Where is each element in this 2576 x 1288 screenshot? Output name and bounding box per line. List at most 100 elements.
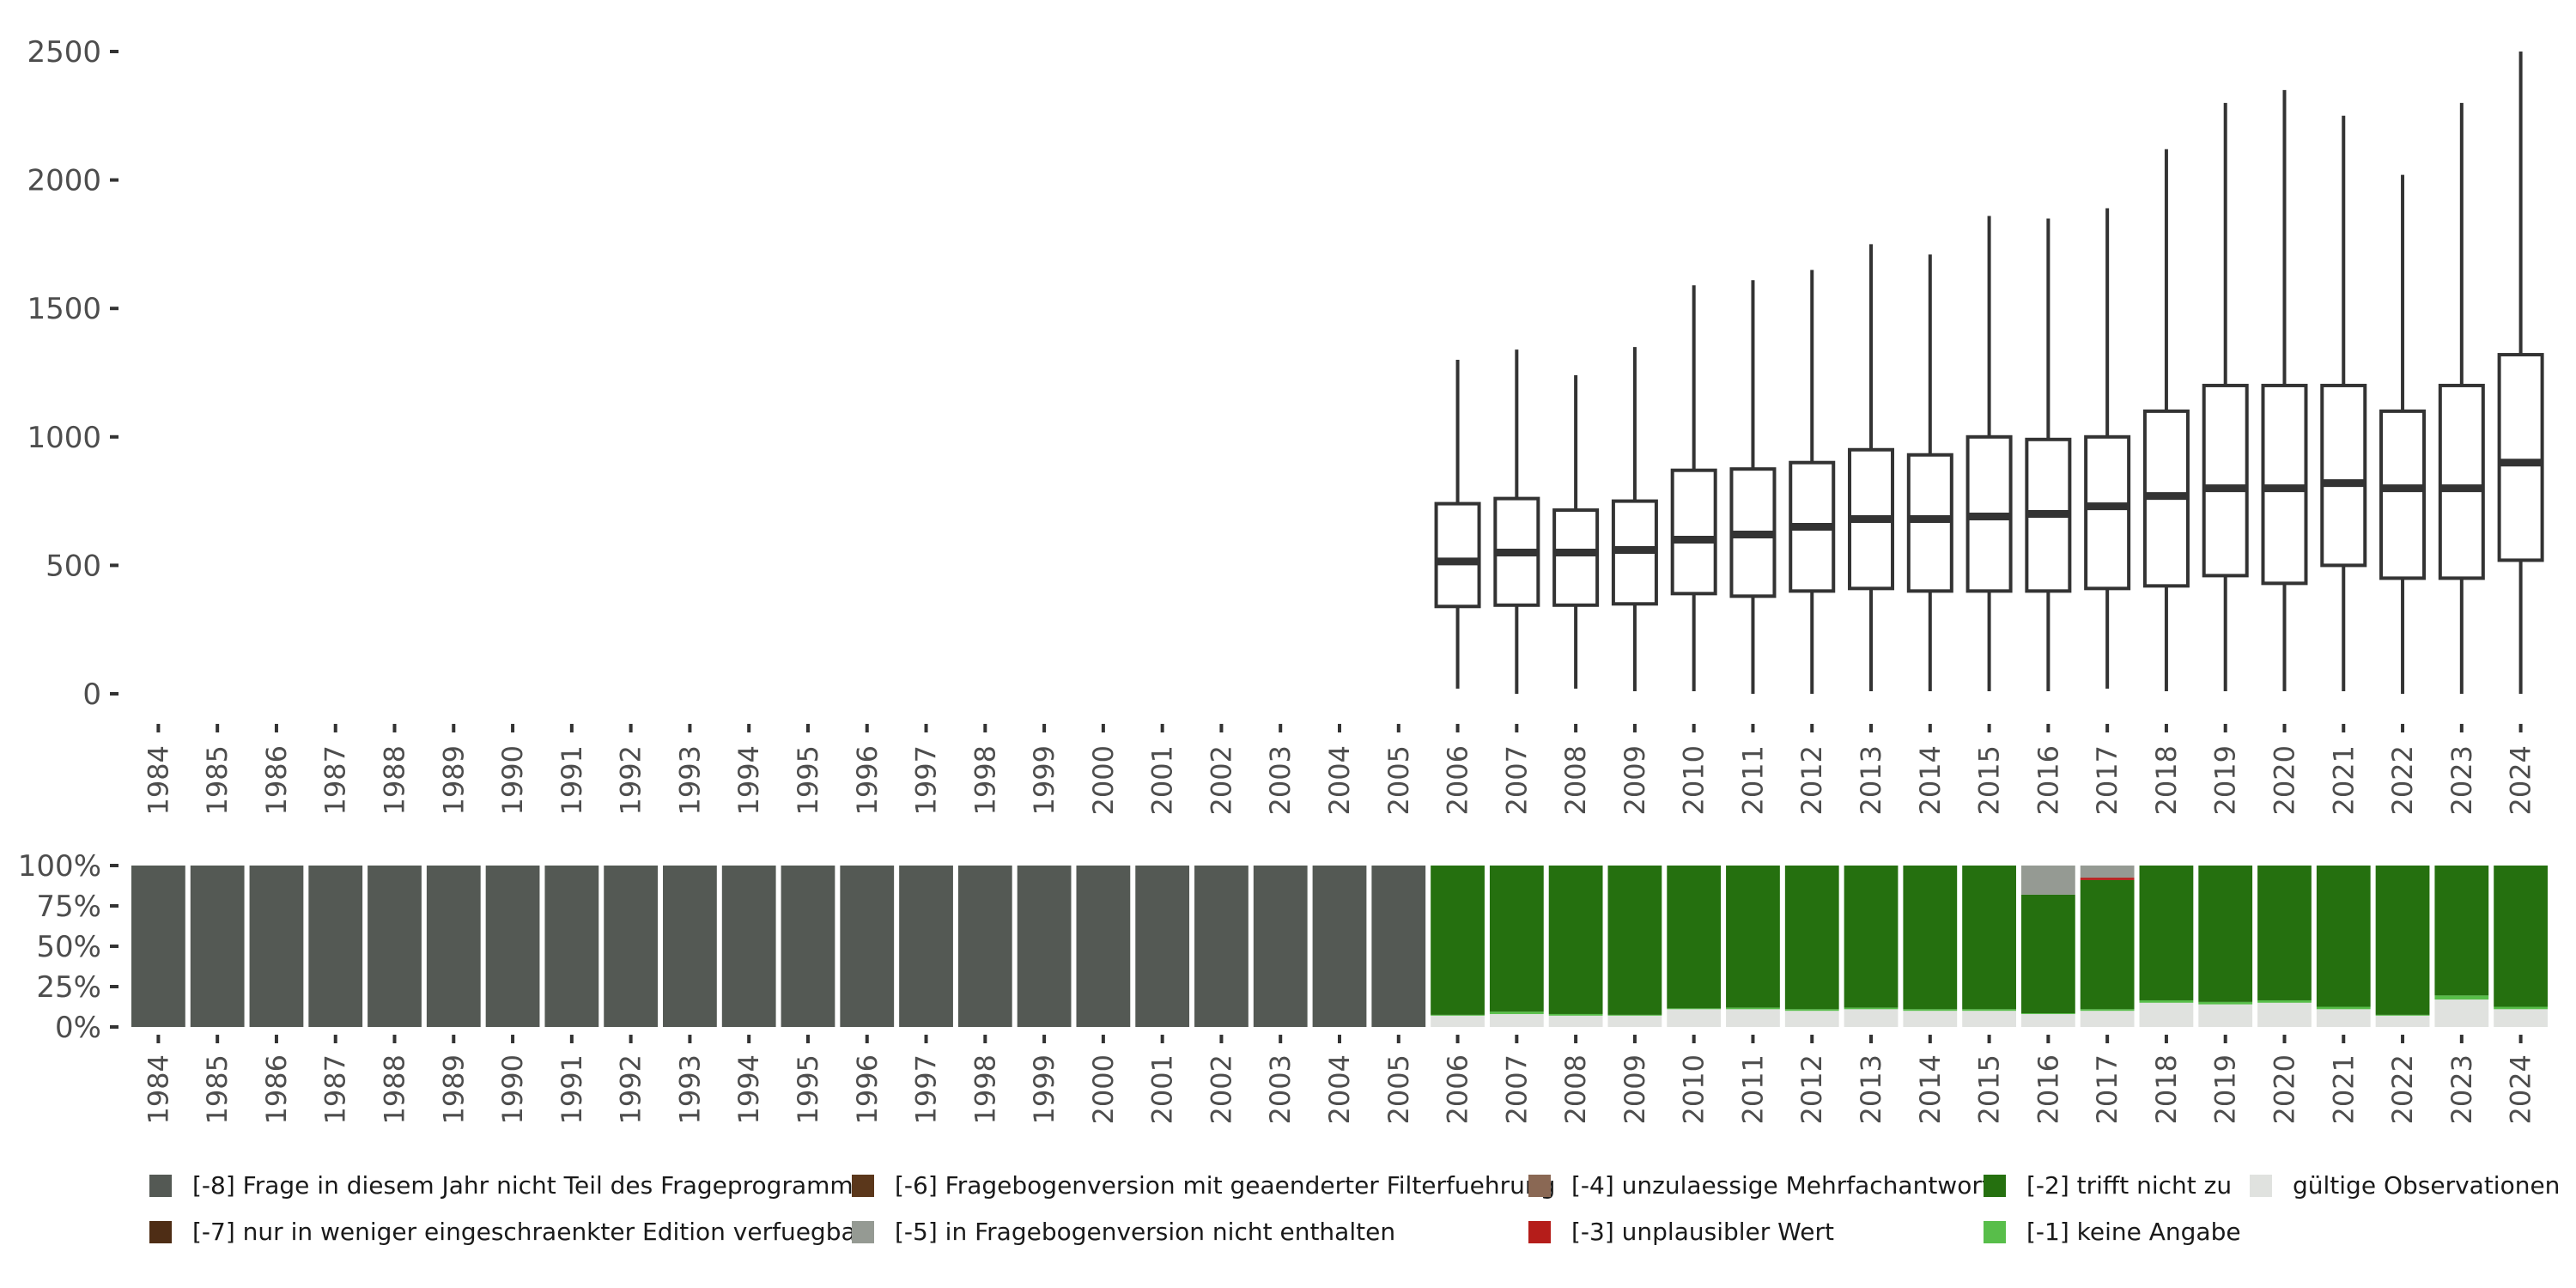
bar-segment-m2 — [1726, 866, 1780, 1008]
iqr-box — [2202, 383, 2249, 578]
legend-label: [-3] unplausibler Wert — [1571, 1218, 1834, 1246]
x-tick-label: 1985 — [201, 1054, 234, 1124]
bar-segment-valid — [2375, 1015, 2430, 1027]
box-2006 — [1434, 360, 1481, 690]
legend-swatch — [2250, 1174, 2272, 1197]
x-tick-label: 1991 — [556, 1054, 588, 1124]
x-tick-label: 1998 — [969, 1054, 1001, 1124]
x-tick-label: 1991 — [556, 745, 588, 815]
legend-swatch — [1528, 1220, 1551, 1243]
box-2014 — [1906, 254, 1953, 692]
bar-2019 — [2198, 866, 2253, 1027]
box-2021 — [2320, 115, 2367, 692]
y-tick-label: 25% — [36, 970, 101, 1005]
box-2016 — [2025, 218, 2072, 692]
x-tick-label: 1987 — [319, 745, 352, 815]
x-tick-label: 1984 — [142, 745, 174, 815]
box-2018 — [2142, 149, 2190, 692]
x-tick-label: 2015 — [1973, 745, 2006, 815]
x-tick-label: 1990 — [496, 745, 529, 815]
box-2020 — [2261, 89, 2308, 692]
x-tick-label: 2018 — [2150, 745, 2183, 815]
x-tick-label: 2016 — [2032, 1054, 2064, 1124]
box-2009 — [1611, 347, 1658, 692]
bar-segment-m1 — [2198, 1001, 2253, 1005]
bar-segment-m5 — [2080, 866, 2135, 878]
legend-item: [-8] Frage in diesem Jahr nicht Teil des… — [149, 1171, 866, 1200]
bar-segment-m8 — [604, 866, 659, 1027]
bar-1987 — [308, 866, 363, 1027]
legend-item: [-5] in Fragebogenversion nicht enthalte… — [852, 1218, 1395, 1246]
x-tick-label: 2022 — [2386, 745, 2419, 815]
bar-segment-m8 — [899, 866, 953, 1027]
bar-segment-m2 — [2080, 879, 2135, 1010]
bar-segment-m1 — [1962, 1009, 2016, 1012]
bar-1995 — [781, 866, 835, 1027]
bar-segment-m2 — [2020, 894, 2075, 1014]
legend-swatch — [852, 1174, 874, 1197]
bar-segment-m8 — [368, 866, 422, 1027]
bar-1998 — [957, 866, 1012, 1027]
bar-2012 — [1784, 866, 1839, 1027]
legend-item: [-4] unzulaessige Mehrfachantwort — [1528, 1171, 1991, 1200]
y-tick-label: 500 — [46, 549, 101, 583]
x-tick-label: 2000 — [1087, 745, 1120, 815]
bar-segment-valid — [1431, 1015, 1485, 1027]
box-2019 — [2202, 102, 2249, 692]
missing-share-chart: 0% 25% 50% 75% 100% 1984 1985 1986 1987 1988 1989 1… — [18, 849, 2548, 1124]
box-2013 — [1848, 244, 1895, 692]
x-tick-label: 2019 — [2209, 1054, 2242, 1124]
bar-1985 — [190, 866, 245, 1027]
x-tick-label: 1997 — [910, 1054, 943, 1124]
bar-2024 — [2494, 866, 2548, 1027]
bar-segment-m8 — [721, 866, 776, 1027]
bar-segment-m1 — [2020, 1013, 2075, 1014]
x-tick-label: 2009 — [1619, 745, 1651, 815]
bar-2021 — [2316, 866, 2371, 1027]
iqr-box — [1434, 501, 1481, 609]
y-tick-label: 50% — [36, 930, 101, 964]
bar-segment-m1 — [2494, 1006, 2548, 1010]
x-tick-label: 2018 — [2150, 1054, 2183, 1124]
bar-2018 — [2139, 866, 2194, 1027]
x-tick-label: 2023 — [2445, 745, 2478, 815]
box-2022 — [2379, 174, 2427, 694]
x-tick-label: 2014 — [1914, 745, 1947, 815]
x-tick-label: 2002 — [1205, 1054, 1237, 1124]
bar-segment-m8 — [781, 866, 835, 1027]
x-tick-label: 1990 — [496, 1054, 529, 1124]
iqr-box — [2438, 383, 2485, 580]
bar-segment-m8 — [190, 866, 245, 1027]
x-tick-label: 2017 — [2091, 745, 2123, 815]
y-tick-label: 0 — [82, 677, 101, 712]
bar-2002 — [1194, 866, 1249, 1027]
bar-segment-m2 — [1784, 866, 1839, 1010]
bar-segment-m1 — [1903, 1009, 1958, 1012]
legend-label: [-1] keine Angabe — [2026, 1218, 2241, 1246]
bar-1986 — [249, 866, 304, 1027]
bar-segment-valid — [2434, 999, 2489, 1027]
bar-segment-m2 — [2434, 866, 2489, 996]
bar-segment-m1 — [1431, 1014, 1485, 1016]
bar-segment-m2 — [1489, 866, 1544, 1012]
x-tick-label: 1992 — [615, 745, 647, 815]
x-tick-label: 1993 — [673, 745, 706, 815]
bar-1991 — [544, 866, 599, 1027]
legend-swatch — [1984, 1174, 2006, 1197]
x-tick-label: 1987 — [319, 1054, 352, 1124]
x-tick-label: 2009 — [1619, 1054, 1651, 1124]
y-tick-label: 2000 — [27, 164, 101, 198]
x-tick-label: 2024 — [2505, 745, 2537, 815]
x-tick-label: 2020 — [2268, 1054, 2300, 1124]
bar-1996 — [840, 866, 895, 1027]
x-tick-label: 1997 — [910, 745, 943, 815]
bar-2011 — [1726, 866, 1780, 1027]
bar-segment-m2 — [2139, 866, 2194, 1000]
bar-segment-valid — [2316, 1009, 2371, 1027]
bar-segment-m8 — [308, 866, 363, 1027]
bar-2005 — [1371, 866, 1426, 1027]
bar-segment-m1 — [2257, 999, 2312, 1003]
bar-segment-valid — [2020, 1013, 2075, 1027]
x-tick-label: 1985 — [201, 745, 234, 815]
